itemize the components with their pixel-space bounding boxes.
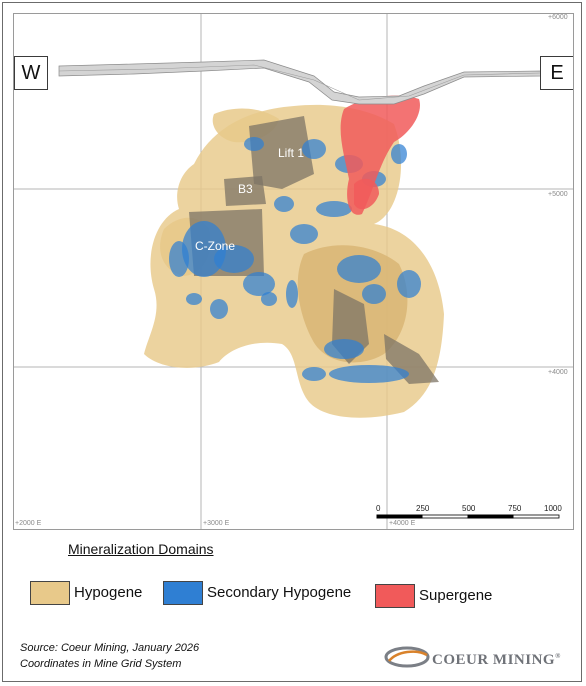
coordinates-note: Coordinates in Mine Grid System — [20, 658, 182, 670]
source-line: Source: Coeur Mining, January 2026 — [20, 642, 200, 654]
supergene-legend-label: Supergene — [419, 587, 493, 604]
logo-wordmark: COEUR MINING — [432, 652, 556, 668]
scale-tick-0: 0 — [376, 504, 381, 513]
cross-section-view: +6000 +5000 +4000 +2000 E +3000 E +4000 … — [13, 13, 574, 530]
scale-tick-250: 250 — [416, 504, 430, 513]
hypogene-swatch — [30, 581, 70, 605]
scale-bar — [376, 514, 560, 519]
grid-label-east-right: +4000 E — [389, 520, 416, 527]
b3-zone-label: B3 — [238, 182, 253, 196]
czone-zone-label: C-Zone — [195, 239, 236, 253]
supergene-swatch — [375, 584, 415, 608]
registered-mark: ® — [555, 652, 561, 660]
topography-surface — [58, 59, 542, 105]
coeur-mining-logo-text: COEUR MINING® — [432, 652, 561, 669]
secondary-hypogene-swatch — [163, 581, 203, 605]
legend-title: Mineralization Domains — [68, 541, 214, 557]
grid-label-east-mid: +3000 E — [203, 520, 230, 527]
scale-tick-750: 750 — [508, 504, 522, 513]
cross-section-drawing — [14, 14, 573, 529]
hypogene-legend-label: Hypogene — [74, 584, 143, 601]
scale-tick-1000: 1000 — [544, 504, 562, 513]
grid-label-elev-top: +6000 — [548, 14, 568, 21]
secondary-hypogene-legend-label: Secondary Hypogene — [207, 584, 352, 601]
grid-label-elev-mid: +5000 — [548, 191, 568, 198]
grid-label-east-left: +2000 E — [15, 520, 42, 527]
coeur-mining-logo-mark — [384, 646, 430, 668]
east-direction-label: E — [540, 56, 573, 90]
scale-tick-500: 500 — [462, 504, 476, 513]
supergene-domain — [340, 95, 420, 215]
west-direction-label: W — [14, 56, 48, 90]
grid-label-elev-low: +4000 — [548, 369, 568, 376]
lift1-zone-label: Lift 1 — [278, 146, 305, 160]
